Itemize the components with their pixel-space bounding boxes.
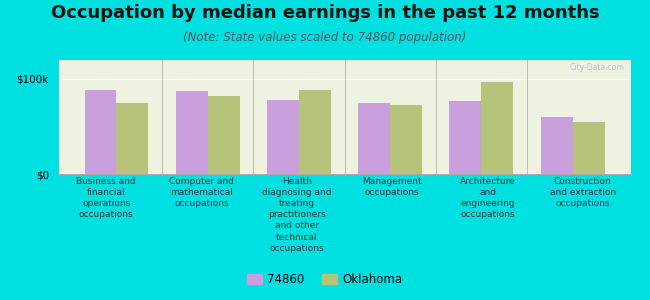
Bar: [449, 101, 482, 174]
Text: Occupation by median earnings in the past 12 months: Occupation by median earnings in the pas…: [51, 4, 599, 22]
Text: (Note: State values scaled to 74860 population): (Note: State values scaled to 74860 popu…: [183, 32, 467, 44]
Text: Business and
financial
operations
occupations: Business and financial operations occupa…: [76, 177, 136, 219]
Bar: [358, 103, 390, 174]
Text: Computer and
mathematical
occupations: Computer and mathematical occupations: [169, 177, 234, 208]
Bar: [573, 122, 604, 174]
Text: Construction
and extraction
occupations: Construction and extraction occupations: [550, 177, 616, 208]
Bar: [299, 90, 331, 174]
Text: Architecture
and
engineering
occupations: Architecture and engineering occupations: [460, 177, 515, 219]
Text: City-Data.com: City-Data.com: [570, 63, 625, 72]
Text: Health
diagnosing and
treating
practitioners
and other
technical
occupations: Health diagnosing and treating practitio…: [262, 177, 332, 253]
Bar: [390, 105, 422, 174]
Bar: [267, 100, 299, 174]
Bar: [176, 91, 207, 174]
Bar: [116, 103, 148, 174]
Text: Management
occupations: Management occupations: [362, 177, 422, 197]
Bar: [207, 96, 240, 174]
Bar: [541, 117, 573, 174]
Bar: [482, 82, 514, 174]
Legend: 74860, Oklahoma: 74860, Oklahoma: [242, 269, 408, 291]
Bar: [84, 90, 116, 174]
